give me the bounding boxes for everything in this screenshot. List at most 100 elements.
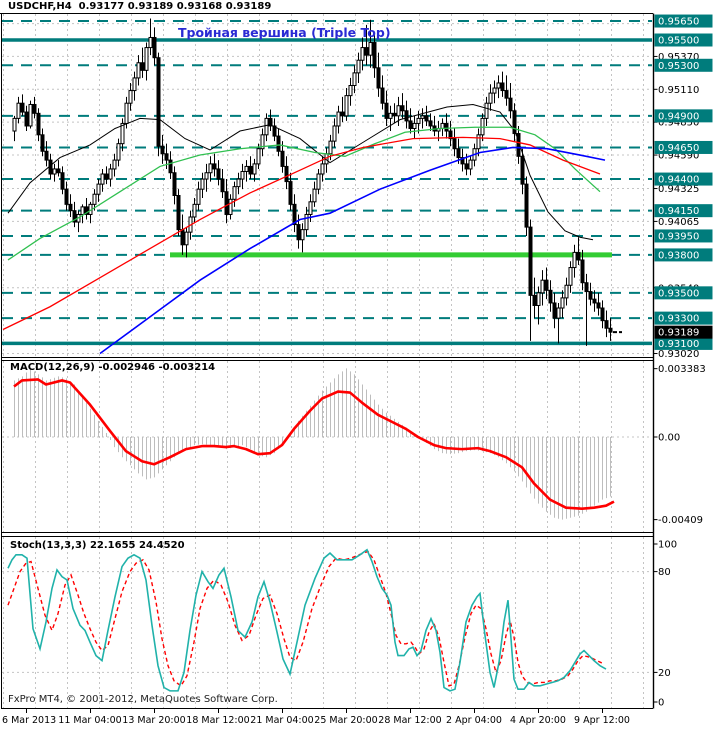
price-level-tag-label[interactable]: 0.94650 [658,143,699,154]
macd-panel[interactable] [2,368,652,520]
macd-axis-label[interactable]: 0.003383 [658,364,706,375]
candle-body [160,145,165,155]
candle-body [536,292,541,306]
price-level-tag[interactable] [654,14,713,28]
candle-body [252,163,257,175]
stoch-axis-label[interactable]: 0 [658,698,664,709]
candle-body [420,115,425,119]
price-level-tag[interactable] [654,58,713,72]
time-axis-label[interactable]: 2 Apr 04:00 [446,715,502,726]
triple-top-annotation[interactable]: Тройная вершина (Triple Top) [178,25,391,40]
macd-name: MACD(12,26,9) [10,362,95,373]
candle-body [288,181,293,205]
price-level-tag-label[interactable]: 0.95500 [658,36,699,47]
price-level-tag-label[interactable]: 0.94150 [658,206,699,217]
price-level-tag[interactable] [654,172,713,186]
candle-body [344,95,349,117]
price-level-tag[interactable] [654,336,713,350]
candle-body [184,231,189,246]
time-axis-label[interactable]: 4 Apr 20:00 [510,715,566,726]
time-axis-label[interactable]: 25 Mar 20:00 [314,715,377,726]
price-level-tag[interactable] [654,286,713,300]
price-axis-label[interactable]: 0.94325 [658,184,699,195]
candle-body [248,165,253,175]
price-level-tag[interactable] [654,33,713,47]
candle-body [224,191,229,215]
price-level-tag-label[interactable]: 0.93189 [658,328,699,339]
price-level-tag[interactable] [654,140,713,154]
stoch-main-line [7,548,607,692]
price-level-tag-label[interactable]: 0.93800 [658,250,699,261]
main-price-panel[interactable] [2,20,652,355]
candle-body [312,188,317,203]
price-level-tag[interactable] [654,311,713,325]
candle-body [560,297,565,309]
candle-body [452,138,457,150]
price-level-tag-label[interactable]: 0.94400 [658,175,699,186]
price-level-tag-label[interactable]: 0.93100 [658,339,699,350]
candle-body [156,57,161,147]
candle-body [336,111,341,127]
candle-body [568,267,573,286]
quote-line: USDCHF,H4 0.93177 0.93189 0.93168 0.9318… [8,1,271,12]
price-level-tag-label[interactable]: 0.93950 [658,231,699,242]
time-axis-label[interactable]: 28 Mar 12:00 [378,715,441,726]
price-level-tag-label[interactable]: 0.93300 [658,314,699,325]
candle-body [316,173,321,190]
candle-body [396,105,401,117]
candle-body [24,111,29,127]
time-axis-label[interactable]: 11 Mar 04:00 [58,715,121,726]
candle-body [400,105,405,112]
candle-body [132,77,137,92]
candle-body [180,229,185,246]
candle-body [196,188,201,205]
candle-body [36,112,41,136]
time-axis-label[interactable]: 9 Apr 12:00 [574,715,630,726]
price-level-tag[interactable] [654,229,713,243]
price-level-tag[interactable] [654,325,713,339]
stoch-k-value: 22.1655 [89,540,136,551]
candle-body [384,102,389,119]
candle-body [16,102,21,119]
ma-medium-green [7,126,601,261]
candle-body [428,120,433,127]
candle-body [216,168,221,180]
price-level-tag-label[interactable]: 0.93500 [658,288,699,299]
price-axis-label[interactable]: 0.94065 [658,217,699,228]
candlestick-series [12,18,613,346]
macd-axis-label[interactable]: 0.00 [658,433,680,444]
time-axis-label[interactable]: 13 Mar 20:00 [122,715,185,726]
stoch-axis-label[interactable]: 100 [658,540,677,551]
candle-body [540,279,545,294]
price-axis-label[interactable]: 0.94850 [658,118,699,129]
candle-body [84,206,89,215]
time-axis-label[interactable]: 18 Mar 12:00 [186,715,249,726]
candle-body [576,251,581,261]
quote-open: 0.93177 [78,1,125,12]
macd-axis-label[interactable]: -0.00409 [658,515,703,526]
price-level-tag[interactable] [654,109,713,123]
price-level-tag-label[interactable]: 0.95650 [658,17,699,28]
price-axis-label[interactable]: 0.95370 [658,52,699,63]
price-axis-label[interactable]: 0.95110 [658,85,699,96]
price-level-tag[interactable] [654,248,713,262]
copyright-text: FxPro MT4, © 2001-2012, MetaQuotes Softw… [8,694,278,705]
price-level-tag[interactable] [654,204,713,218]
candle-body [348,85,353,97]
candle-body [176,194,181,231]
price-axis-label[interactable]: 0.93020 [658,349,699,360]
candle-body [444,122,449,132]
candle-body [320,163,325,175]
price-axis-label[interactable]: 0.94590 [658,151,699,162]
time-axis-label[interactable]: 6 Mar 2013 [2,715,56,726]
time-axis-label[interactable]: 21 Mar 04:00 [250,715,313,726]
price-level-tag-label[interactable]: 0.95300 [658,61,699,72]
candle-body [468,159,473,170]
stoch-axis-label[interactable]: 20 [658,668,671,679]
macd-value: -0.002946 [98,362,155,373]
candle-body [304,213,309,231]
stoch-axis-label[interactable]: 80 [658,567,671,578]
price-level-tag-label[interactable]: 0.94900 [658,111,699,122]
